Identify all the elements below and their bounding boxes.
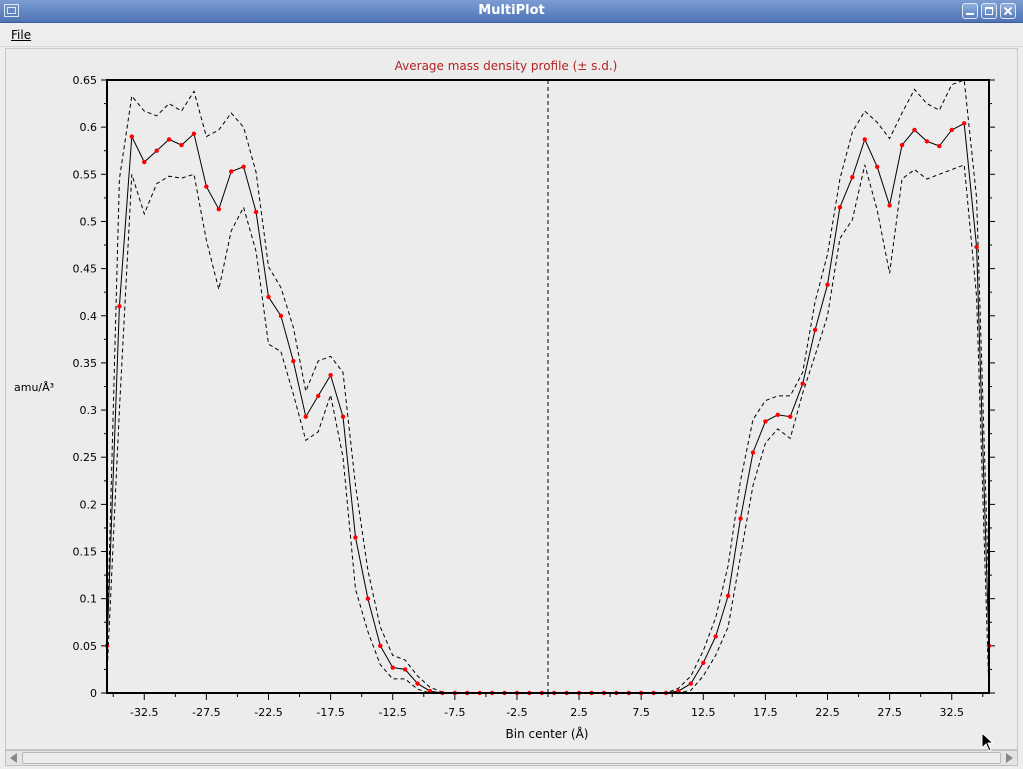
maximize-button[interactable] xyxy=(981,3,997,19)
x-tick-label: -27.5 xyxy=(192,706,220,719)
title-bar[interactable]: MultiPlot xyxy=(0,0,1023,23)
data-point xyxy=(179,142,184,148)
data-point xyxy=(775,412,781,417)
y-tick-label: 0.65 xyxy=(73,74,98,87)
minimize-button[interactable] xyxy=(962,3,978,19)
lower-sd-line xyxy=(106,164,990,694)
x-tick-label: -17.5 xyxy=(316,706,344,719)
data-point xyxy=(378,643,383,649)
x-tick-label: -12.5 xyxy=(378,706,406,719)
data-point xyxy=(191,131,197,136)
scrollbar-thumb[interactable] xyxy=(22,752,1001,764)
data-point xyxy=(204,184,209,189)
x-tick-label: 27.5 xyxy=(877,706,902,719)
density-profile-chart: Average mass density profile (± s.d.) am… xyxy=(14,59,995,741)
data-point xyxy=(278,313,284,318)
data-point xyxy=(266,294,271,300)
y-tick-label: 0.6 xyxy=(80,121,98,134)
data-point xyxy=(390,665,395,670)
y-tick-label: 0.35 xyxy=(73,357,98,370)
data-point xyxy=(154,148,159,153)
data-point xyxy=(303,414,308,419)
y-tick-label: 0.05 xyxy=(73,640,98,653)
scroll-left-icon[interactable] xyxy=(10,753,17,763)
data-point xyxy=(812,327,818,333)
y-tick-label: 0.5 xyxy=(80,215,98,228)
x-tick-label: 17.5 xyxy=(753,706,778,719)
data-point xyxy=(353,535,358,540)
data-point xyxy=(961,121,967,126)
x-axis-label: Bin center (Å) xyxy=(506,726,589,741)
data-point xyxy=(887,203,892,208)
data-point xyxy=(701,660,706,666)
data-point xyxy=(415,681,420,686)
data-point xyxy=(253,209,259,215)
data-point xyxy=(738,516,743,521)
data-point xyxy=(974,244,979,250)
close-button[interactable] xyxy=(1000,3,1016,19)
window-title: MultiPlot xyxy=(478,3,545,18)
x-tick-label: 32.5 xyxy=(939,706,964,719)
data-point xyxy=(937,143,942,149)
data-point xyxy=(713,634,718,639)
data-point xyxy=(912,127,917,133)
menu-bar: File xyxy=(0,23,1023,47)
mouse-cursor-icon xyxy=(981,732,995,752)
data-point xyxy=(725,593,731,599)
data-point xyxy=(365,596,371,601)
x-tick-label: 22.5 xyxy=(815,706,840,719)
y-tick-label: 0.45 xyxy=(73,263,98,276)
horizontal-scrollbar[interactable] xyxy=(5,750,1018,766)
scroll-right-icon[interactable] xyxy=(1006,753,1013,763)
plot-border xyxy=(106,79,990,694)
data-point xyxy=(340,414,346,419)
y-tick-label: 0.15 xyxy=(73,546,98,559)
data-point xyxy=(688,681,694,686)
x-tick-label: 7.5 xyxy=(632,706,650,719)
data-point xyxy=(949,127,954,133)
x-tick-label: -2.5 xyxy=(506,706,527,719)
y-tick-label: 0.4 xyxy=(80,310,98,323)
app-window-icon[interactable] xyxy=(4,4,19,17)
data-point xyxy=(899,142,905,148)
data-point xyxy=(788,414,793,419)
data-point xyxy=(129,134,135,139)
y-tick-label: 0 xyxy=(90,687,97,700)
data-point xyxy=(800,381,805,386)
data-point xyxy=(825,282,830,287)
x-tick-label: -7.5 xyxy=(444,706,465,719)
x-tick-label: -22.5 xyxy=(254,706,282,719)
data-point xyxy=(166,137,172,142)
y-tick-label: 0.55 xyxy=(73,168,98,181)
data-point xyxy=(862,137,867,142)
plot-area: Average mass density profile (± s.d.) am… xyxy=(5,48,1018,750)
x-tick-label: 2.5 xyxy=(570,706,588,719)
y-tick-label: 0.3 xyxy=(80,404,98,417)
axis-ticks: 0 0.05 0.1 0.15 0.2 0.25 0.3 0.35 0.4 0.45 0.5 0.55… xyxy=(73,74,995,719)
x-tick-label: -32.5 xyxy=(130,706,158,719)
data-point xyxy=(216,207,222,212)
data-point xyxy=(763,419,768,424)
data-point xyxy=(229,169,234,174)
data-point xyxy=(291,358,296,364)
data-point xyxy=(328,372,333,378)
data-point xyxy=(117,304,122,309)
y-axis-label: amu/Å³ xyxy=(14,381,54,394)
data-point xyxy=(142,159,147,165)
data-point xyxy=(402,667,408,672)
data-point xyxy=(750,450,756,455)
x-tick-label: 12.5 xyxy=(691,706,716,719)
data-point xyxy=(241,164,246,169)
data-series xyxy=(104,79,992,696)
y-tick-label: 0.1 xyxy=(80,593,98,606)
menu-file[interactable]: File xyxy=(11,28,32,42)
data-point xyxy=(315,393,321,399)
data-point xyxy=(850,174,855,180)
y-tick-label: 0.25 xyxy=(73,451,98,464)
data-point xyxy=(837,205,843,210)
chart-title: Average mass density profile (± s.d.) xyxy=(395,59,618,73)
y-tick-label: 0.2 xyxy=(80,498,98,511)
data-point xyxy=(924,139,930,144)
data-point xyxy=(874,164,880,169)
